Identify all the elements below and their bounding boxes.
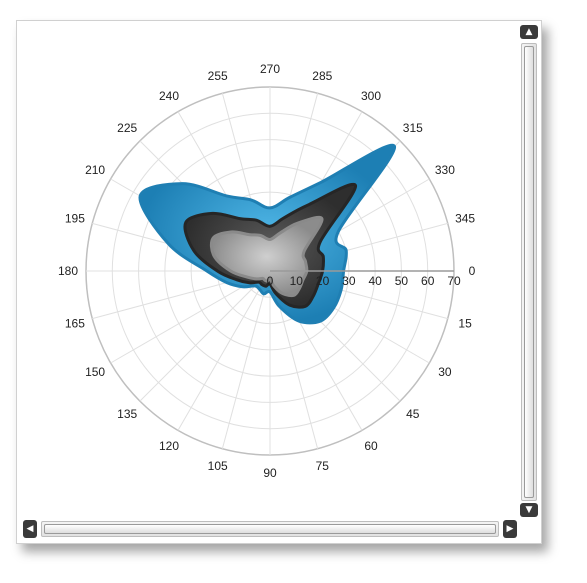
horizontal-scroll-thumb[interactable]	[44, 524, 496, 534]
angle-label-210: 210	[85, 163, 105, 177]
grid-spoke-120	[177, 270, 271, 431]
scroll-up-icon[interactable]: ▲	[520, 25, 538, 39]
scroll-left-icon[interactable]: ◀	[23, 520, 37, 538]
angular-axis-labels: 0 15 30 45 60 75 90 105 120 135 150 165 180 195 210 225…	[58, 62, 476, 480]
angle-label-180: 180	[58, 264, 78, 278]
radial-tick-label-20: 20	[316, 274, 330, 288]
chart-frame: 0 10 20 30 40 50 60 70 0 15 30 45 60 75 90 105 120 135 15…	[16, 20, 542, 544]
angle-label-315: 315	[403, 121, 423, 135]
angle-label-45: 45	[406, 407, 420, 421]
angle-label-0: 0	[469, 264, 476, 278]
radial-tick-label-30: 30	[342, 274, 356, 288]
angle-label-285: 285	[312, 69, 332, 83]
angle-label-165: 165	[65, 316, 85, 330]
series-area-2	[209, 215, 324, 298]
radial-tick-label-0: 0	[267, 274, 274, 288]
angle-label-240: 240	[159, 89, 179, 103]
angle-label-255: 255	[208, 69, 228, 83]
radial-tick-label-70: 70	[447, 274, 461, 288]
angle-label-120: 120	[159, 439, 179, 453]
scroll-down-icon[interactable]: ▼	[520, 503, 538, 517]
radial-tick-label-60: 60	[421, 274, 435, 288]
angle-label-150: 150	[85, 365, 105, 379]
angle-label-135: 135	[117, 407, 137, 421]
angle-label-300: 300	[361, 89, 381, 103]
vertical-scroll-thumb[interactable]	[524, 46, 534, 498]
series-layer	[138, 143, 396, 325]
angle-label-225: 225	[117, 121, 137, 135]
grid-spoke-135	[139, 270, 271, 402]
vertical-scroll-track[interactable]	[521, 43, 537, 501]
angle-label-195: 195	[65, 212, 85, 226]
angle-label-270: 270	[260, 62, 280, 76]
chart-area: 0 10 20 30 40 50 60 70 0 15 30 45 60 75 90 105 120 135 15…	[17, 21, 517, 517]
angle-label-30: 30	[438, 365, 452, 379]
angle-label-90: 90	[263, 466, 277, 480]
angle-label-345: 345	[455, 212, 475, 226]
polar-chart: 0 10 20 30 40 50 60 70 0 15 30 45 60 75 90 105 120 135 15…	[58, 62, 476, 480]
horizontal-scrollbar[interactable]: ◀ ▶	[23, 519, 517, 539]
angle-label-60: 60	[364, 439, 378, 453]
angle-label-75: 75	[316, 459, 330, 473]
grid-spoke-105	[221, 270, 271, 449]
radial-tick-label-10: 10	[290, 274, 304, 288]
horizontal-scroll-track[interactable]	[41, 521, 499, 537]
radial-tick-label-40: 40	[368, 274, 382, 288]
scroll-right-icon[interactable]: ▶	[503, 520, 517, 538]
angle-label-105: 105	[208, 459, 228, 473]
radial-axis: 0 10 20 30 40 50 60 70	[267, 270, 461, 288]
angle-label-330: 330	[435, 163, 455, 177]
radial-tick-label-50: 50	[395, 274, 409, 288]
vertical-scrollbar[interactable]: ▲ ▼	[519, 25, 539, 517]
angle-label-15: 15	[458, 316, 472, 330]
